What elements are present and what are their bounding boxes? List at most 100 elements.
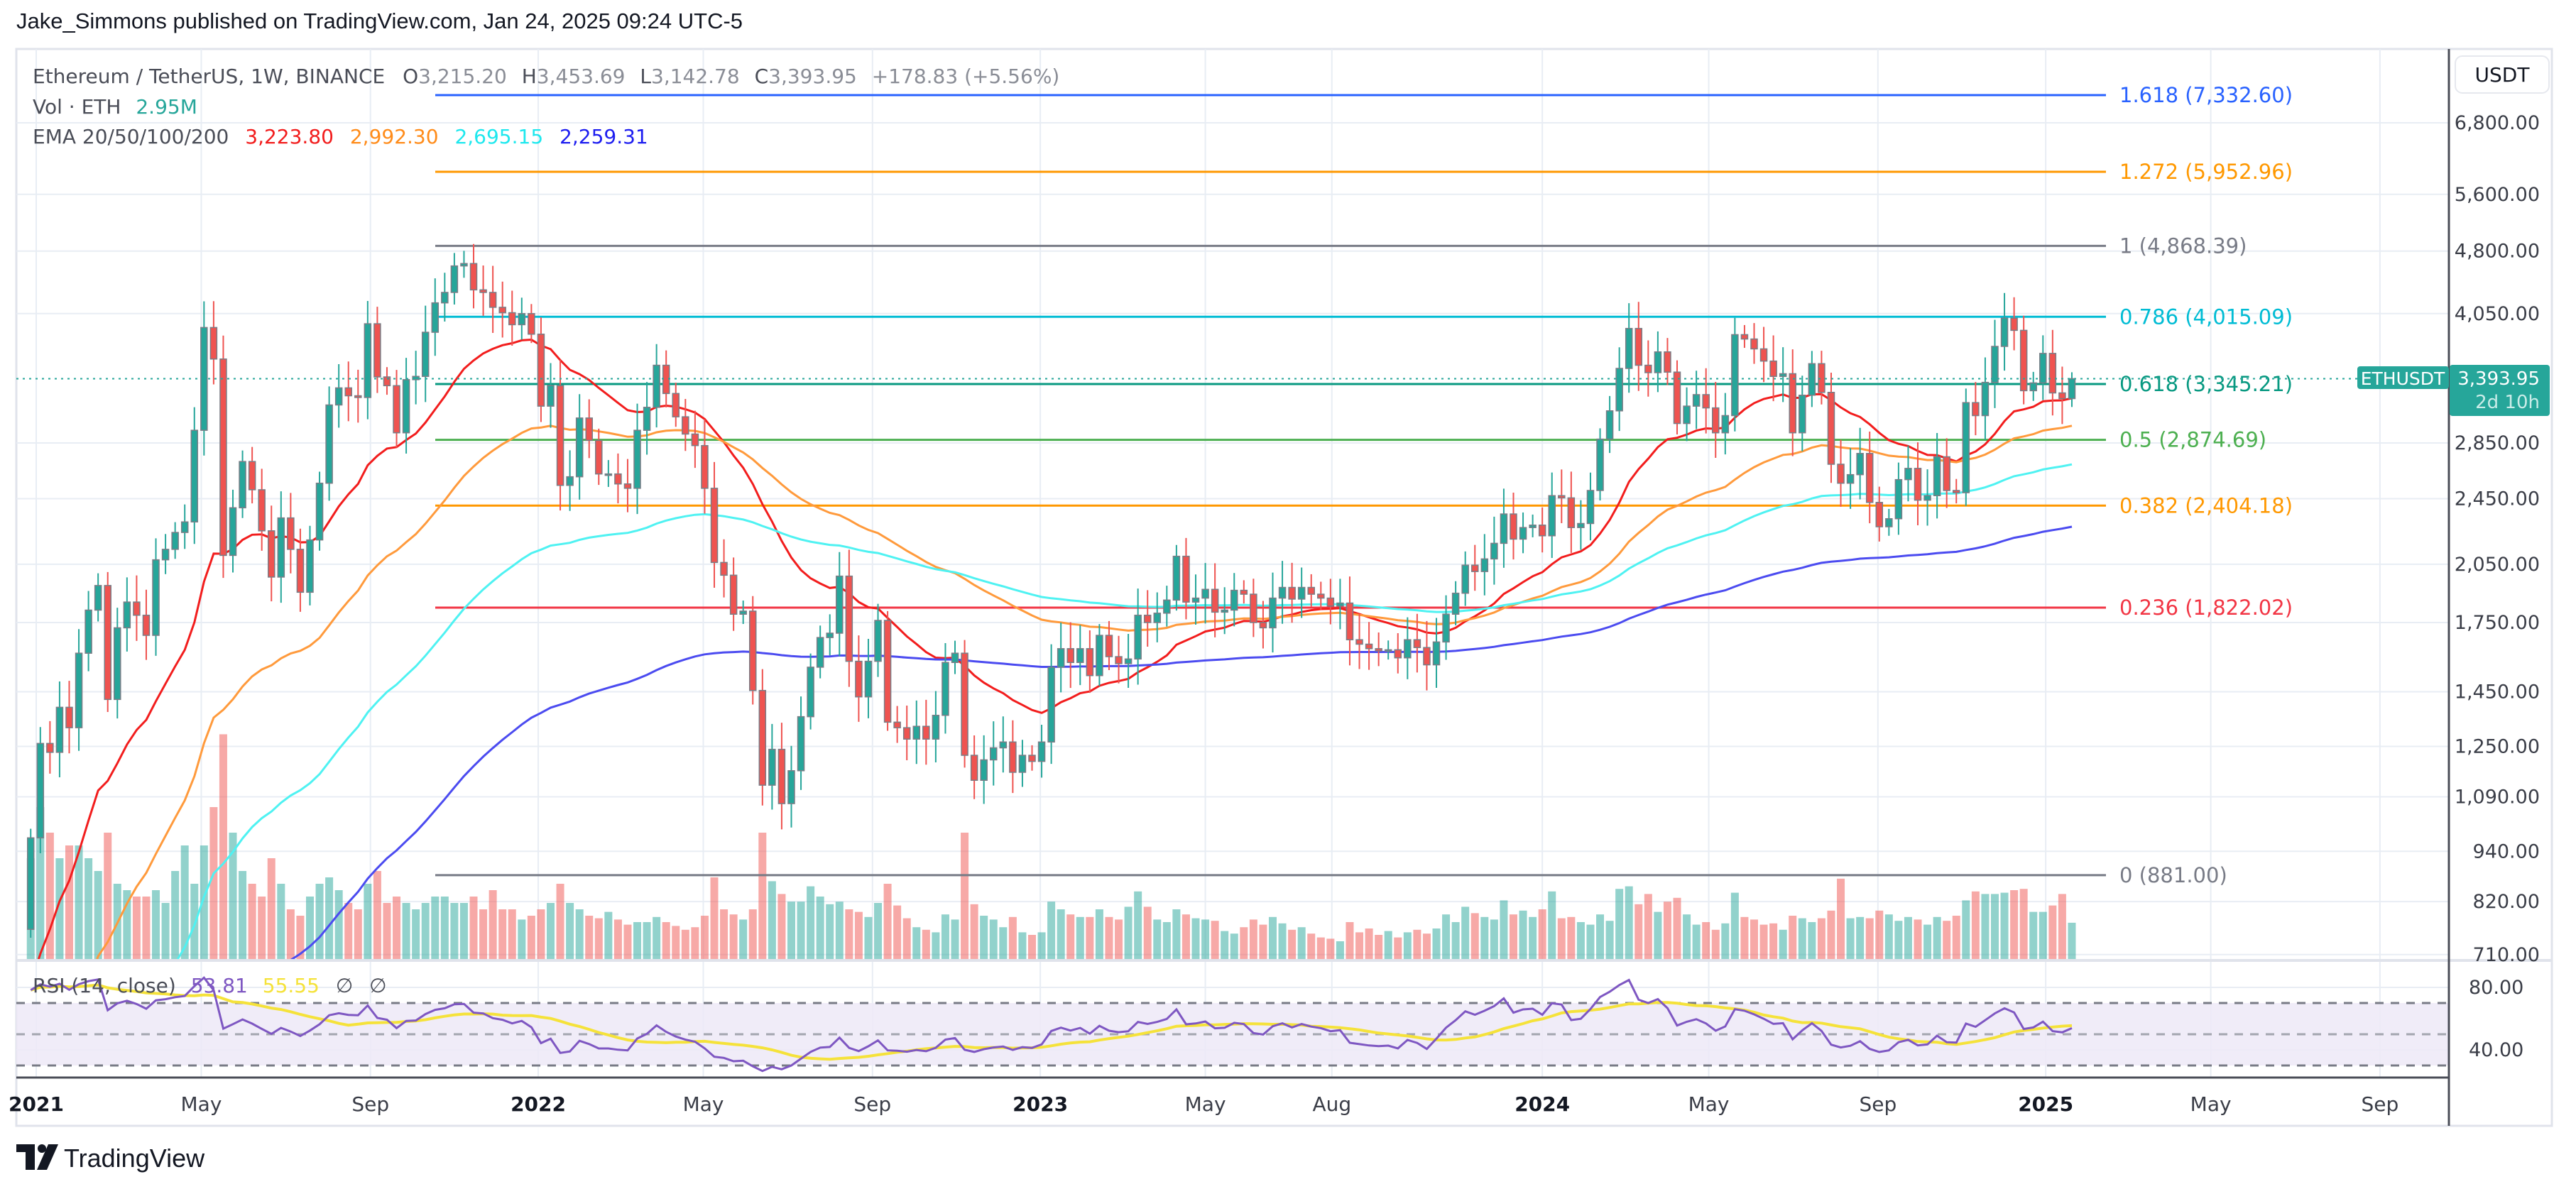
volume-bar xyxy=(1221,931,1229,960)
tradingview-logo[interactable]: TradingView xyxy=(16,1144,205,1173)
candle-body xyxy=(1317,593,1325,599)
volume-bar xyxy=(1596,914,1605,960)
volume-bar xyxy=(1962,900,1970,960)
volume-bar xyxy=(1644,894,1652,960)
candle-body xyxy=(845,575,853,662)
candle-body xyxy=(65,706,73,728)
time-tick-label: May xyxy=(683,1092,724,1116)
candle-body xyxy=(942,662,949,716)
rsi-na-value-1: ∅ xyxy=(336,974,353,997)
candle-body xyxy=(248,461,256,491)
time-tick-label: 2024 xyxy=(1515,1092,1570,1116)
volume-bar xyxy=(1153,919,1162,960)
volume-bar xyxy=(1576,922,1585,960)
volume-bar xyxy=(267,858,275,960)
candle-body xyxy=(1731,334,1739,417)
candle-body xyxy=(1201,588,1209,599)
rsi-legend-label[interactable]: RSI (14, close) xyxy=(33,974,176,997)
rsi-tick-label: 40.00 xyxy=(2469,1039,2523,1061)
low-value: 3,142.78 xyxy=(651,65,740,88)
rsi-legend[interactable]: RSI (14, close) 53.81 55.55 ∅ ∅ xyxy=(33,974,387,997)
candle-body xyxy=(1259,622,1267,629)
candle-body xyxy=(1981,381,1990,417)
candle-body xyxy=(1837,464,1845,484)
price-tick-label: 1,090.00 xyxy=(2455,786,2540,808)
volume-bar xyxy=(989,919,998,960)
volume-bar xyxy=(1134,891,1142,960)
volume-bar xyxy=(758,833,767,960)
candle-body xyxy=(1586,490,1595,525)
volume-bar xyxy=(739,919,748,960)
price-axis-labels: 6,800.00 5,600.00 4,800.00 4,050.00 2,850.00… xyxy=(2455,112,2540,1061)
volume-bar xyxy=(55,858,64,960)
ema-50-line xyxy=(95,424,2073,960)
candle-body xyxy=(1529,525,1537,528)
volume-bar xyxy=(585,916,594,960)
volume-bar xyxy=(2000,892,2009,960)
candle-body xyxy=(354,395,362,398)
candle-body xyxy=(1875,502,1884,527)
candle-body xyxy=(1885,517,1893,527)
volume-legend-label[interactable]: Vol · ETH xyxy=(33,95,121,119)
candle-body xyxy=(1143,614,1152,623)
candle-body xyxy=(393,385,400,434)
volume-bar xyxy=(1923,924,1932,960)
candle-body xyxy=(1664,351,1671,373)
volume-bar xyxy=(1086,916,1094,960)
candle-body xyxy=(1423,647,1431,666)
volume-bar xyxy=(613,919,622,960)
volume-bar xyxy=(864,916,873,960)
candle-body xyxy=(344,387,352,397)
candle-body xyxy=(161,549,170,561)
volume-bar xyxy=(980,916,988,960)
candle-body xyxy=(1818,363,1825,393)
candle-body xyxy=(1799,394,1806,434)
rsi-ma-line xyxy=(30,983,2073,1061)
volume-bar xyxy=(1095,909,1103,960)
volume-bar xyxy=(1529,916,1537,960)
candle-body xyxy=(1577,522,1585,528)
candle-body xyxy=(710,488,719,564)
currency-button[interactable]: USDT xyxy=(2455,55,2550,94)
candle-body xyxy=(94,585,102,611)
volume-bar xyxy=(344,903,353,960)
volume-bar xyxy=(373,871,381,960)
candle-body xyxy=(2029,382,2037,392)
volume-bar xyxy=(566,903,574,960)
volume-bar xyxy=(75,845,83,960)
candle-body xyxy=(498,307,506,314)
volume-bar xyxy=(1307,933,1316,960)
volume-bar xyxy=(653,916,661,960)
symbol-title[interactable]: Ethereum / TetherUS, 1W, BINANCE xyxy=(33,65,385,88)
candle-body xyxy=(1789,373,1796,434)
volume-bar xyxy=(1702,922,1710,960)
volume-bar xyxy=(1711,929,1720,960)
volume-bar xyxy=(2019,889,2028,960)
candle-body xyxy=(653,364,660,408)
candle-body xyxy=(373,323,381,378)
volume-bar xyxy=(1346,922,1354,960)
ema-legend-label[interactable]: EMA 20/50/100/200 xyxy=(33,125,229,148)
volume-bar xyxy=(1105,916,1113,960)
volume-bar xyxy=(1567,916,1576,960)
volume-bar xyxy=(902,918,911,960)
candle-body xyxy=(1625,327,1633,369)
price-tick-label: 1,450.00 xyxy=(2455,681,2540,703)
volume-bar xyxy=(1018,932,1027,960)
rsi-band-background xyxy=(16,1003,2449,1065)
volume-bar xyxy=(700,916,709,960)
candle-body xyxy=(1172,555,1181,601)
candle-body xyxy=(1500,513,1508,544)
candle-body xyxy=(1538,525,1546,537)
time-axis-labels[interactable]: 2021 May Sep 2022 May Sep 2023 May Aug 2024 May Sep… xyxy=(9,1092,2398,1116)
volume-bar xyxy=(643,922,651,960)
main-legend[interactable]: Ethereum / TetherUS, 1W, BINANCE O3,215.… xyxy=(33,65,1059,148)
volume-bar xyxy=(816,897,824,960)
ema100-value: 2,695.15 xyxy=(454,125,543,148)
volume-bar xyxy=(922,929,930,960)
volume-bar xyxy=(1480,916,1489,960)
volume-bar xyxy=(720,909,728,960)
candle-body xyxy=(1558,495,1566,499)
candle-body xyxy=(883,620,892,723)
volume-bar xyxy=(2048,905,2057,960)
